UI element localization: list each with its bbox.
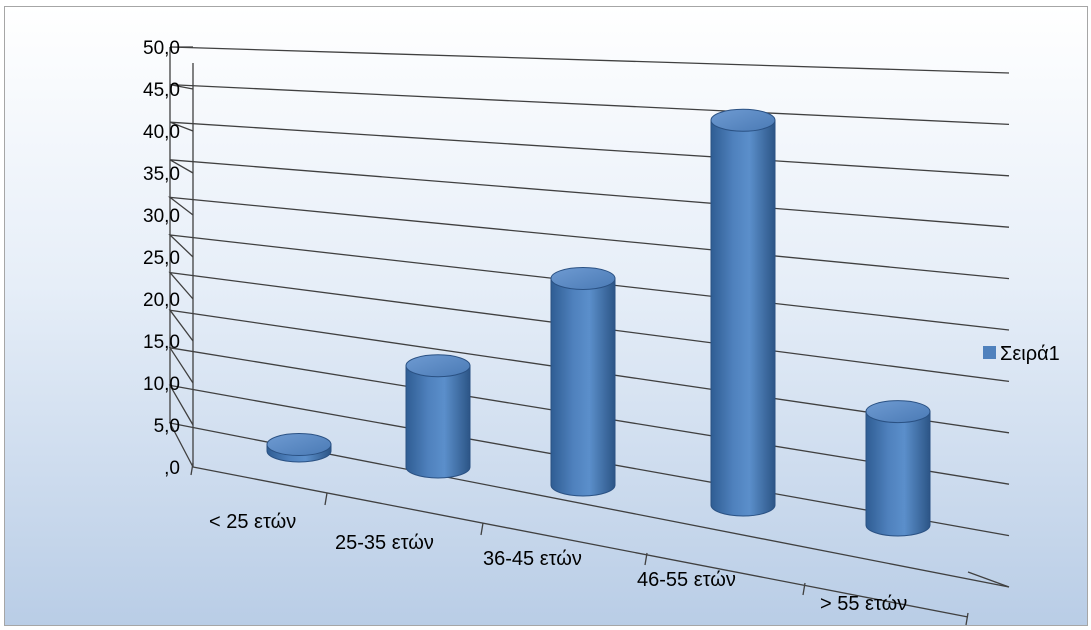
y-tick-label: 30,0 bbox=[143, 206, 180, 227]
y-tick-label: 25,0 bbox=[143, 248, 180, 269]
bar-top bbox=[405, 354, 471, 378]
gridline bbox=[169, 83, 1010, 126]
x-axis-tick bbox=[324, 492, 328, 506]
legend: Σειρά1 bbox=[983, 343, 1060, 365]
y-tick-label: 40,0 bbox=[143, 122, 180, 143]
y-tick-label: ,0 bbox=[164, 458, 180, 479]
bar bbox=[405, 354, 471, 479]
y-axis-tick-labels: ,0 5,0 10,0 15,0 20,0 25,0 30,0 35,0 40,0 45,0 50,… bbox=[143, 38, 180, 479]
x-axis-category-labels: < 25 ετών 25-35 ετών 36-45 ετών 46-55 ετών >… bbox=[209, 511, 907, 615]
gridline bbox=[167, 196, 1010, 280]
x-axis-tick bbox=[965, 612, 969, 626]
bar bbox=[865, 400, 931, 537]
y-tick-label: 45,0 bbox=[143, 80, 180, 101]
bar bbox=[550, 266, 616, 497]
x-category-label: > 55 ετών bbox=[820, 593, 907, 615]
bar-body bbox=[550, 277, 616, 497]
bar-body bbox=[865, 411, 931, 537]
bar bbox=[710, 108, 776, 517]
floor-front-edge bbox=[192, 466, 969, 618]
bar-top bbox=[865, 400, 931, 424]
bar-top bbox=[266, 433, 332, 457]
x-category-label: 25-35 ετών bbox=[335, 532, 434, 554]
y-tick-label: 10,0 bbox=[143, 374, 180, 395]
y-tick-label: 35,0 bbox=[143, 164, 180, 185]
legend-label: Σειρά1 bbox=[1000, 343, 1060, 365]
x-axis-tick bbox=[644, 552, 648, 566]
axes bbox=[169, 47, 1010, 626]
x-axis-tick bbox=[802, 582, 806, 596]
y-tick-label: 5,0 bbox=[154, 416, 180, 437]
gridline bbox=[169, 121, 1010, 177]
y-tick-label: 20,0 bbox=[143, 290, 180, 311]
bar-body bbox=[710, 119, 776, 517]
x-axis-tick bbox=[190, 462, 194, 476]
bar-top bbox=[550, 266, 616, 290]
gridline bbox=[169, 159, 1010, 228]
legend-swatch bbox=[983, 346, 996, 359]
bar-top bbox=[710, 108, 776, 132]
floor-right-edge bbox=[967, 571, 1010, 588]
bars bbox=[266, 108, 931, 537]
x-category-label: < 25 ετών bbox=[209, 511, 296, 533]
x-category-label: 36-45 ετών bbox=[483, 548, 582, 570]
gridline bbox=[169, 46, 1010, 74]
chart-frame: ,0 5,0 10,0 15,0 20,0 25,0 30,0 35,0 40,0 45,0 50,… bbox=[4, 6, 1088, 626]
y-tick-label: 15,0 bbox=[143, 332, 180, 353]
bar-body bbox=[405, 365, 471, 479]
cylinder-bar-chart: ,0 5,0 10,0 15,0 20,0 25,0 30,0 35,0 40,0 45,0 50,… bbox=[143, 38, 1060, 626]
x-axis-tick bbox=[480, 522, 484, 536]
x-category-label: 46-55 ετών bbox=[637, 569, 736, 591]
bar bbox=[266, 433, 332, 463]
y-tick-label: 50,0 bbox=[143, 38, 180, 59]
